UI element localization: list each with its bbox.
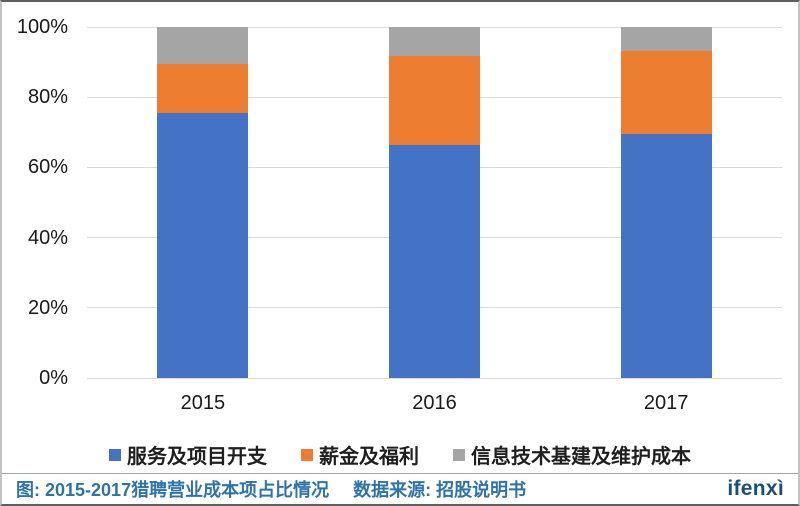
legend: 服务及项目开支 薪金及福利 信息技术基建及维护成本 [2,440,798,469]
legend-swatch-icon [109,448,121,461]
x-tick-label-2015: 2015 [180,392,226,414]
bar-segment [157,63,249,114]
stacked-bar-2017 [620,27,712,378]
bar-segment [620,27,712,51]
footer-bar: 图: 2015-2017猎聘营业成本项占比情况 数据来源: 招股说明书 ifenx… [2,473,798,504]
legend-label: 服务及项目开支 [127,446,267,468]
legend-item: 薪金及福利 [301,440,419,469]
x-tick-label-2017: 2017 [643,392,689,414]
bar-segment [620,134,712,378]
legend-swatch-icon [301,448,313,461]
caption-source: 数据来源: 招股说明书 [353,480,527,500]
ifenxi-logo: ifenxì [727,477,784,500]
bar-segment [157,27,249,64]
stacked-bar-2016 [389,27,480,378]
y-tick-label: 20% [27,296,68,319]
bar-segment [620,50,712,135]
gridline-100% [87,26,782,28]
y-tick-label: 60% [27,156,68,179]
legend-swatch-icon [453,448,465,461]
bar-segment [389,144,480,378]
legend-item: 信息技术基建及维护成本 [453,440,691,469]
stacked-bar-2015 [157,27,249,378]
legend-item: 服务及项目开支 [109,440,267,469]
y-tick-label: 80% [27,86,68,109]
figure-caption: 图: 2015-2017猎聘营业成本项占比情况 数据来源: 招股说明书 [16,476,526,502]
y-tick-label: 0% [39,367,68,389]
bar-segment [389,55,480,145]
x-axis: 2015 2016 2017 [87,392,782,418]
y-tick-label: 40% [27,226,68,249]
bar-segment [389,27,480,56]
legend-label: 信息技术基建及维护成本 [471,446,691,468]
plot-area [87,26,782,379]
x-tick-label-2016: 2016 [412,392,457,414]
gridline-0% [87,377,782,379]
cost-breakdown-chart: 0% 20% 40% 60% 80% 100% 2015 2016 2017 服务及项目开支 薪… [2,2,798,473]
y-axis: 0% 20% 40% 60% 80% 100% [2,17,68,388]
bar-segment [157,113,249,378]
y-tick-label: 100% [16,16,68,38]
caption-title: 图: 2015-2017猎聘营业成本项占比情况 [16,480,330,500]
legend-label: 薪金及福利 [319,446,419,468]
